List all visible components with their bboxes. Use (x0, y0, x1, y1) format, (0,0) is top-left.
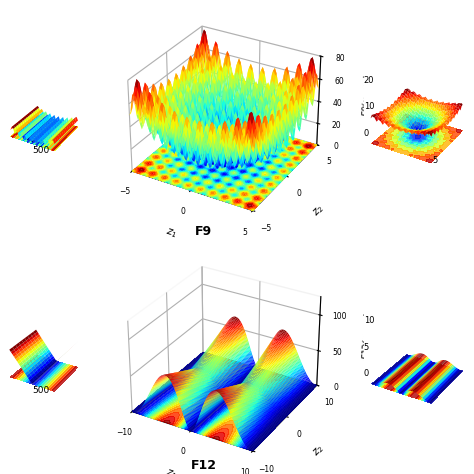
Text: 500: 500 (32, 386, 49, 395)
Y-axis label: $z_2$: $z_2$ (311, 443, 328, 459)
Text: 0: 0 (364, 129, 369, 138)
Text: 0: 0 (364, 369, 369, 378)
Text: 10: 10 (364, 102, 374, 111)
Text: 10: 10 (364, 317, 374, 326)
X-axis label: $z_1$: $z_1$ (164, 226, 178, 241)
Y-axis label: $z_2$: $z_2$ (311, 202, 328, 219)
Text: F12: F12 (191, 459, 217, 472)
Text: 5: 5 (364, 343, 369, 352)
Text: 20: 20 (364, 76, 374, 85)
Text: 500: 500 (32, 146, 49, 155)
Text: F9: F9 (195, 225, 212, 237)
Text: 5: 5 (432, 156, 438, 165)
X-axis label: $z_1$: $z_1$ (164, 467, 178, 474)
